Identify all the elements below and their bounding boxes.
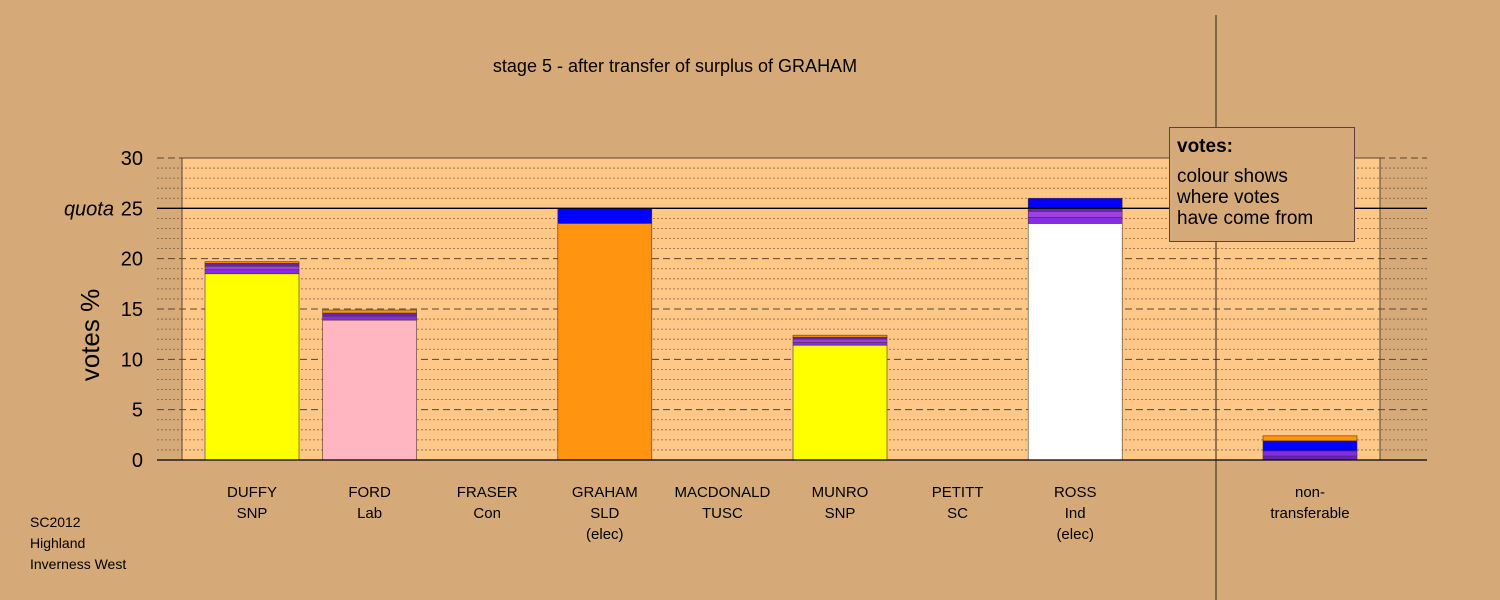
bar-segment — [204, 269, 300, 275]
legend-line-3: have come from — [1177, 208, 1314, 229]
bar-segment — [792, 344, 888, 461]
bar-segment — [1262, 450, 1358, 457]
x-tick-label: (elec) — [1056, 526, 1094, 543]
legend-title: votes: — [1177, 136, 1233, 157]
y-tick-label: 25 — [121, 198, 143, 220]
footer-election: SC2012 — [30, 514, 81, 530]
x-tick-label: non- — [1295, 484, 1325, 501]
x-tick-label: SC — [947, 505, 968, 522]
bar-segment — [322, 319, 417, 461]
x-tick-label: MACDONALD — [674, 484, 770, 501]
x-tick-label: transferable — [1270, 505, 1349, 522]
x-tick-label: DUFFY — [227, 484, 277, 501]
bar-segment — [322, 312, 417, 317]
bar-segment — [204, 273, 300, 461]
x-tick-label: (elec) — [586, 526, 624, 543]
legend-line-1: colour shows — [1177, 166, 1288, 187]
legend-line-2: where votes — [1177, 187, 1280, 208]
y-tick-label: 10 — [121, 349, 143, 371]
bar-segment — [204, 265, 300, 271]
x-tick-label: SNP — [237, 505, 268, 522]
x-tick-label: FRASER — [457, 484, 518, 501]
footer-ward: Inverness West — [30, 556, 127, 572]
election-footer: SC2012 Highland Inverness West — [30, 512, 126, 575]
bar-segment — [322, 315, 417, 321]
bar-segment — [792, 338, 888, 343]
bar-segment — [792, 341, 888, 346]
y-tick-label: 15 — [121, 299, 143, 321]
y-tick-label: 20 — [121, 249, 143, 271]
x-tick-label: SNP — [825, 505, 856, 522]
bar-segment — [1262, 435, 1358, 442]
x-tick-label: MUNRO — [812, 484, 869, 501]
bar-segment — [557, 208, 653, 224]
y-tick-label: 0 — [132, 450, 143, 472]
quota-label: quota — [64, 198, 114, 220]
bar-segment — [1262, 440, 1358, 452]
chart-title: stage 5 - after transfer of surplus of G… — [493, 56, 857, 76]
x-tick-label: ROSS — [1054, 484, 1097, 501]
bar-segment — [322, 309, 417, 314]
x-tick-label: Lab — [357, 505, 382, 522]
bar-segment — [204, 261, 300, 264]
bar-segment — [204, 262, 300, 267]
bar-segment — [1027, 211, 1123, 218]
bar-segment — [792, 336, 888, 340]
bar-segment — [1027, 217, 1123, 224]
x-tick-label: Con — [473, 505, 501, 522]
x-tick-label: PETITT — [932, 484, 984, 501]
legend-box: votes: colour shows where votes have com… — [1169, 127, 1355, 242]
footer-council: Highland — [30, 535, 86, 551]
y-tick-label: 5 — [132, 400, 143, 422]
y-tick-label: 30 — [121, 148, 143, 170]
x-tick-label: Ind — [1065, 505, 1086, 522]
x-tick-label: FORD — [348, 484, 391, 501]
bar-segment — [1027, 197, 1123, 209]
bar-segment — [792, 334, 888, 338]
bar-segment — [557, 223, 653, 461]
x-tick-label: GRAHAM — [572, 484, 638, 501]
bar-segment — [1027, 223, 1123, 461]
x-tick-label: TUSC — [702, 505, 743, 522]
x-tick-label: SLD — [590, 505, 619, 522]
y-axis-label: votes % — [75, 289, 105, 382]
